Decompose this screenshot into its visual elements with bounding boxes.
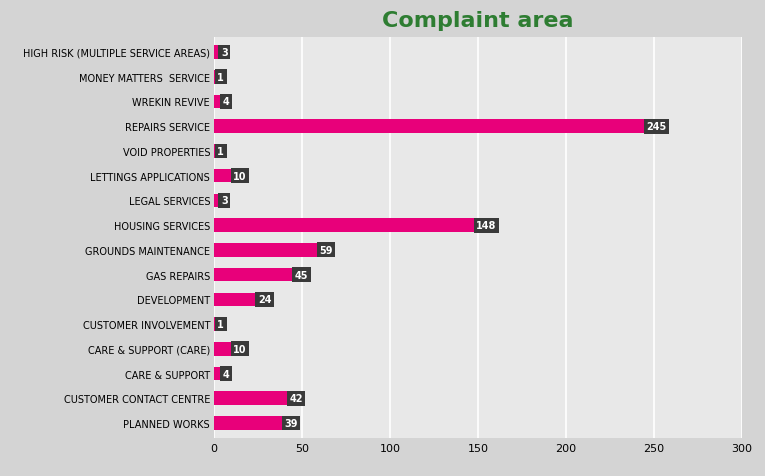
Text: 24: 24: [258, 295, 272, 305]
Bar: [214, 194, 220, 208]
Bar: [214, 244, 318, 257]
Text: 59: 59: [320, 245, 333, 255]
Bar: [214, 367, 221, 380]
Text: 148: 148: [476, 221, 496, 231]
Bar: [214, 317, 216, 331]
Text: 39: 39: [285, 418, 298, 428]
Bar: [214, 71, 216, 84]
Bar: [214, 416, 283, 430]
Text: 3: 3: [221, 196, 228, 206]
Bar: [214, 293, 256, 307]
Title: Complaint area: Complaint area: [382, 11, 574, 31]
Text: 4: 4: [223, 97, 230, 107]
Text: 10: 10: [233, 171, 246, 181]
Text: 245: 245: [646, 122, 667, 132]
Bar: [214, 219, 474, 232]
Text: 45: 45: [295, 270, 308, 280]
Text: 1: 1: [217, 72, 224, 82]
Bar: [214, 46, 220, 60]
Bar: [214, 120, 646, 134]
Bar: [214, 145, 216, 159]
Bar: [214, 268, 293, 282]
Text: 4: 4: [223, 369, 230, 379]
Bar: [214, 392, 288, 405]
Bar: [214, 96, 221, 109]
Text: 1: 1: [217, 319, 224, 329]
Bar: [214, 342, 232, 356]
Text: 1: 1: [217, 147, 224, 157]
Text: 3: 3: [221, 48, 228, 58]
Text: 42: 42: [289, 394, 303, 404]
Text: 10: 10: [233, 344, 246, 354]
Bar: [214, 169, 232, 183]
